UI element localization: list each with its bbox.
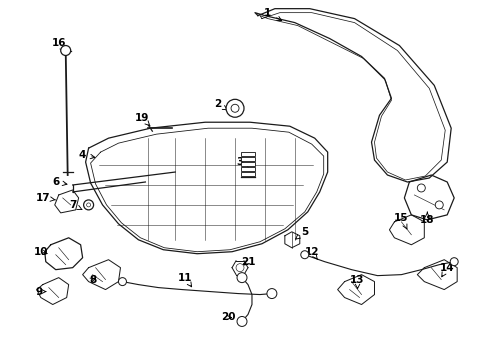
Circle shape: [237, 273, 246, 283]
Text: 10: 10: [34, 247, 48, 257]
Circle shape: [237, 316, 246, 327]
Circle shape: [416, 184, 425, 192]
Circle shape: [300, 251, 308, 259]
Circle shape: [83, 200, 93, 210]
Text: 4: 4: [79, 150, 95, 160]
Text: 18: 18: [419, 212, 434, 225]
Text: 6: 6: [52, 177, 67, 187]
Circle shape: [118, 278, 126, 285]
Text: 9: 9: [35, 287, 46, 297]
Text: 21: 21: [240, 257, 255, 267]
Circle shape: [86, 203, 90, 207]
Text: 19: 19: [135, 113, 150, 126]
Bar: [241, 167, 254, 171]
Circle shape: [230, 104, 239, 112]
Text: 16: 16: [51, 37, 66, 51]
Text: 1: 1: [264, 8, 281, 21]
Bar: [241, 162, 254, 166]
Text: 20: 20: [221, 312, 235, 323]
Text: 2: 2: [214, 99, 227, 110]
Circle shape: [449, 258, 457, 266]
Text: 11: 11: [178, 273, 192, 287]
Bar: [241, 172, 254, 176]
Bar: [241, 152, 254, 156]
Circle shape: [236, 264, 244, 272]
Text: 5: 5: [295, 227, 308, 239]
Circle shape: [61, 45, 71, 55]
Bar: [241, 157, 254, 161]
Text: 12: 12: [304, 247, 318, 260]
Text: 7: 7: [69, 200, 81, 210]
Circle shape: [225, 99, 244, 117]
Text: 14: 14: [439, 263, 454, 277]
Text: 13: 13: [349, 275, 364, 289]
Text: 3: 3: [236, 157, 248, 170]
Text: 15: 15: [393, 213, 408, 229]
Text: 8: 8: [89, 275, 96, 285]
Text: 17: 17: [36, 193, 56, 203]
Circle shape: [434, 201, 442, 209]
Circle shape: [266, 289, 276, 298]
